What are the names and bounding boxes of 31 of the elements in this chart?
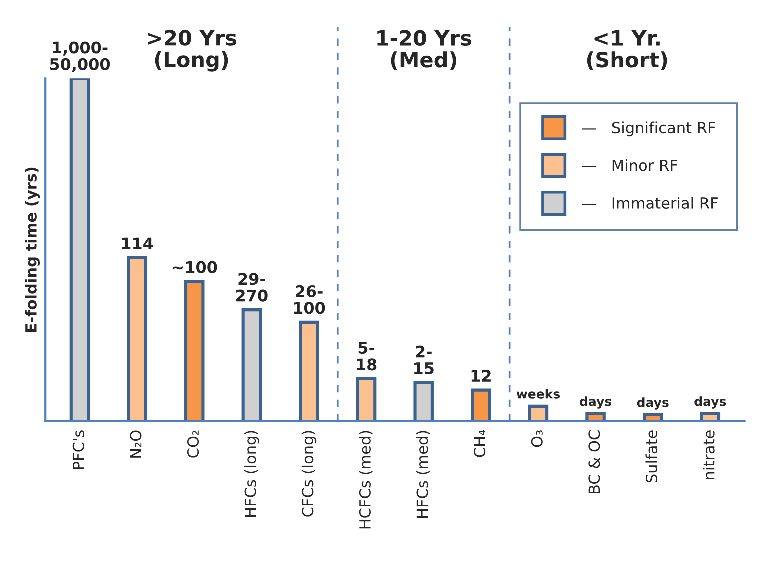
x-tick-label: HCFCs (med) — [359, 431, 373, 529]
y-axis-title: E-folding time (yrs) — [25, 168, 40, 332]
text: 5- 18 — [357, 342, 377, 371]
text: 12 — [472, 370, 491, 382]
text: weeks — [516, 389, 560, 399]
legend-label: — Significant RF — [582, 122, 716, 137]
x-tick-label: HFCs (long) — [244, 431, 260, 517]
x-tick-label: PFC's — [72, 430, 84, 470]
x-tick-label: Sulfate — [646, 430, 658, 483]
x-tick-label: O₃ — [531, 430, 543, 448]
x-tick-label: CFCs (long) — [302, 431, 317, 517]
text: 1-20 Yrs (Med) — [378, 30, 472, 70]
x-tick-label: nitrate — [703, 430, 715, 480]
x-tick-label: CH₄ — [474, 430, 486, 458]
text: 2- 15 — [414, 346, 434, 375]
text: days — [637, 398, 669, 410]
text: 29- 270 — [236, 273, 268, 302]
text: ~100 — [172, 261, 218, 274]
legend-label: — Immaterial RF — [582, 197, 718, 210]
text: >20 Yrs (Long) — [148, 30, 236, 72]
x-tick-label: BC & OC — [588, 430, 600, 494]
text: days — [580, 396, 612, 409]
text: <1 Yr. (Short) — [587, 30, 668, 70]
text: days — [694, 396, 726, 409]
text: 1,000- 50,000 — [50, 42, 110, 72]
text: 114 — [122, 238, 154, 250]
x-tick-label: CO₂ — [187, 430, 200, 458]
legend-label: — Minor RF — [582, 159, 678, 172]
x-tick-label: HFCs (med) — [416, 431, 430, 518]
text: 26- 100 — [294, 285, 326, 314]
x-tick-label: N₂O — [130, 430, 142, 458]
